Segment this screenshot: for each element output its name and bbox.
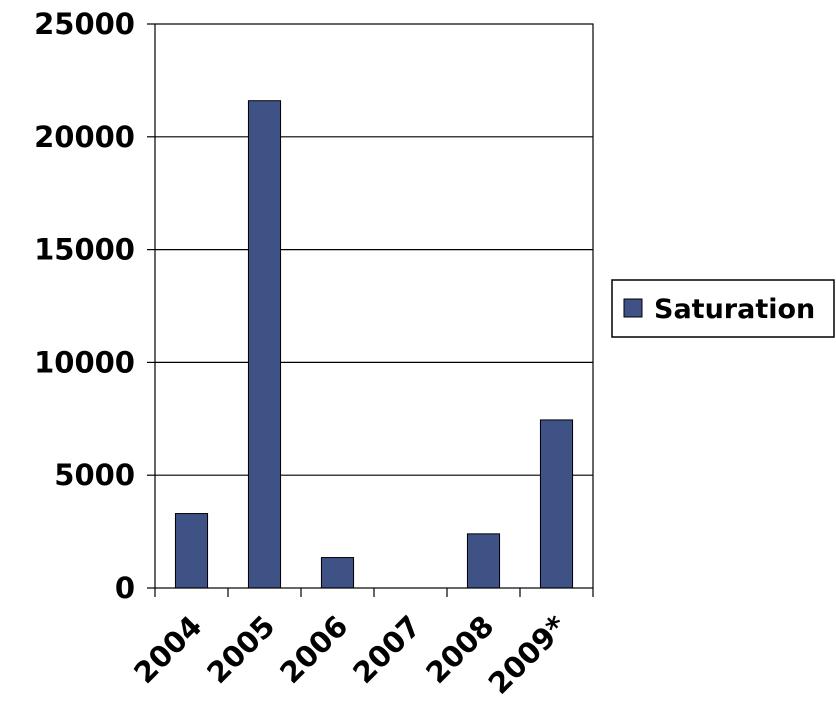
x-tick-label: 2006	[273, 609, 354, 690]
legend-swatch-saturation	[623, 298, 643, 318]
bar-2005	[247, 100, 282, 589]
y-tick-label: 10000	[34, 345, 135, 379]
x-tick-label: 2004	[127, 609, 208, 690]
x-tick-label: 2009*	[482, 609, 574, 701]
y-tick-label: 15000	[34, 233, 135, 267]
y-tick-label: 20000	[34, 120, 135, 154]
y-axis-tick-labels: 0 5000 10000 15000 20000 25000	[34, 7, 155, 605]
legend: Saturation	[611, 279, 835, 338]
bar-2009	[539, 419, 574, 589]
legend-box	[611, 279, 835, 338]
bars	[174, 100, 574, 589]
bar-2006	[320, 557, 355, 589]
x-tick-label: 2007	[346, 609, 427, 690]
gridlines	[155, 136, 593, 476]
axes	[154, 23, 594, 589]
y-tick-label: 25000	[34, 7, 135, 41]
plot-area-frame	[154, 23, 594, 589]
y-tick-label: 5000	[54, 458, 135, 492]
bar-2008	[466, 533, 501, 589]
bar-2004	[174, 513, 209, 589]
y-tick-label: 0	[115, 571, 135, 605]
x-tick-label: 2005	[200, 609, 281, 690]
legend-label-saturation: Saturation	[654, 294, 815, 325]
